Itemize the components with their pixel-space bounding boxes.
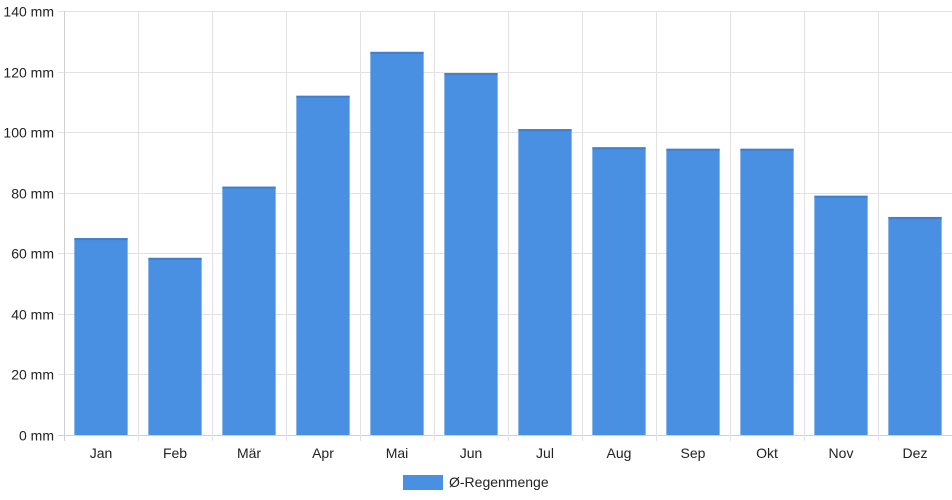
y-tick-label: 100 mm	[3, 125, 54, 141]
y-tick-label: 80 mm	[11, 186, 54, 202]
x-tick-label: Mär	[237, 445, 261, 461]
bar-aug[interactable]	[592, 147, 646, 436]
bar-feb[interactable]	[148, 257, 202, 435]
grid	[58, 11, 952, 441]
x-tick-label: Jun	[460, 445, 483, 461]
x-tick-label: Feb	[163, 445, 187, 461]
legend-swatch	[403, 475, 443, 490]
y-tick-label: 0 mm	[19, 428, 54, 444]
legend[interactable]: Ø-Regenmenge	[403, 474, 549, 490]
bar-okt[interactable]	[740, 148, 794, 436]
x-tick-label: Jul	[536, 445, 554, 461]
bar-jul[interactable]	[518, 129, 572, 435]
bars	[74, 51, 942, 436]
bar-dez[interactable]	[888, 216, 942, 435]
bar-nov[interactable]	[814, 195, 868, 435]
x-tick-label: Nov	[829, 445, 854, 461]
x-tick-label: Jan	[90, 445, 113, 461]
y-tick-label: 40 mm	[11, 307, 54, 323]
y-tick-label: 60 mm	[11, 246, 54, 262]
bar-sep[interactable]	[666, 148, 720, 436]
bar-mär[interactable]	[222, 186, 276, 435]
x-tick-label: Mai	[386, 445, 409, 461]
y-tick-label: 120 mm	[3, 65, 54, 81]
x-tick-label: Apr	[312, 445, 334, 461]
x-tick-label: Okt	[756, 445, 778, 461]
bar-jan[interactable]	[74, 238, 128, 435]
axes: 0 mm 20 mm 40 mm 60 mm 80 mm 100 mm 120 mm 140 …	[3, 4, 927, 462]
legend-label: Ø-Regenmenge	[449, 474, 549, 490]
x-tick-label: Aug	[607, 445, 632, 461]
bar-apr[interactable]	[296, 95, 350, 436]
y-tick-label: 140 mm	[3, 4, 54, 20]
bar-mai[interactable]	[370, 51, 424, 436]
x-tick-label: Sep	[681, 445, 706, 461]
y-tick-label: 20 mm	[11, 367, 54, 383]
bar-jun[interactable]	[444, 73, 498, 435]
x-tick-label: Dez	[903, 445, 928, 461]
